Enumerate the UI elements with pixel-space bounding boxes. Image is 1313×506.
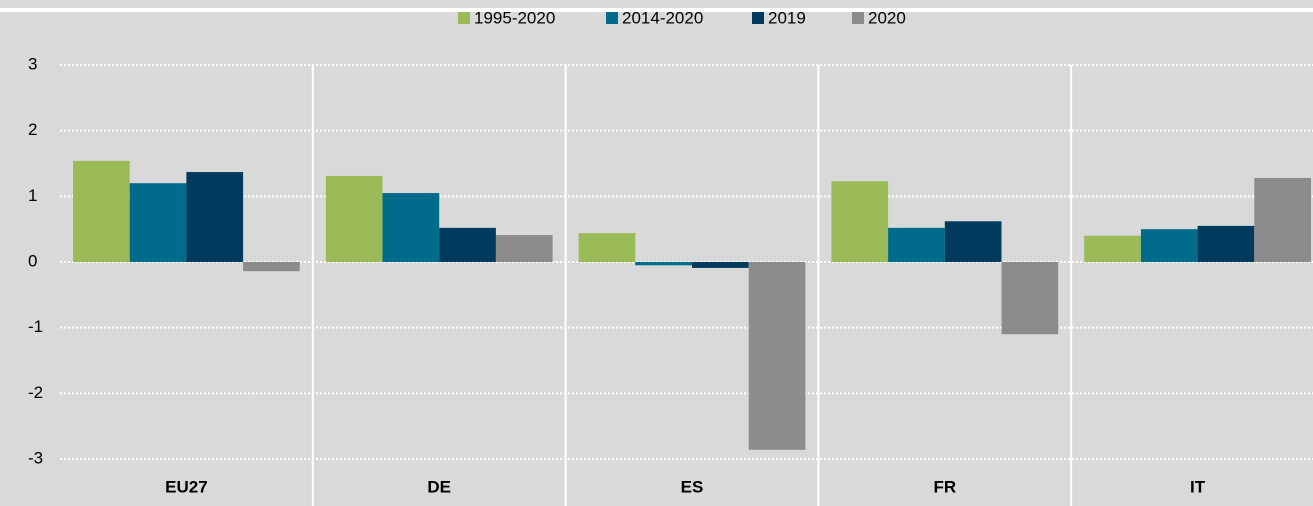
x-tick-label: ES	[681, 477, 704, 496]
bar	[1140, 229, 1198, 262]
y-tick-label: 0	[28, 251, 37, 270]
y-tick-label: -2	[28, 383, 43, 402]
legend-swatch	[458, 12, 470, 24]
bar	[186, 172, 244, 262]
bar	[692, 262, 749, 268]
bar	[73, 160, 130, 262]
bar	[439, 227, 496, 262]
bar	[1254, 177, 1311, 262]
bar	[888, 227, 945, 262]
y-tick-label: 2	[28, 120, 37, 139]
legend-swatch	[752, 12, 764, 24]
bar	[243, 262, 300, 272]
bar	[944, 221, 1002, 262]
bar	[129, 183, 187, 262]
legend-label: 1995-2020	[474, 8, 555, 27]
y-tick-label: -1	[28, 317, 43, 336]
bar	[635, 262, 692, 266]
y-tick-label: -3	[28, 448, 43, 467]
legend-label: 2019	[768, 8, 806, 27]
bar	[748, 262, 806, 450]
x-tick-label: EU27	[165, 477, 208, 496]
bar	[578, 233, 636, 262]
bar	[325, 175, 383, 262]
legend-label: 2020	[868, 8, 906, 27]
bar	[1084, 235, 1141, 262]
bar	[1197, 225, 1255, 262]
bar	[382, 193, 440, 262]
bar	[495, 235, 553, 262]
bar	[831, 181, 889, 262]
x-tick-label: FR	[933, 477, 956, 496]
legend-swatch	[606, 12, 618, 24]
legend-label: 2014-2020	[622, 8, 703, 27]
x-tick-label: DE	[427, 477, 451, 496]
bar	[1001, 262, 1059, 335]
y-tick-label: 1	[28, 186, 37, 205]
legend-swatch	[852, 12, 864, 24]
y-tick-label: 3	[28, 54, 37, 73]
x-tick-label: IT	[1190, 477, 1206, 496]
